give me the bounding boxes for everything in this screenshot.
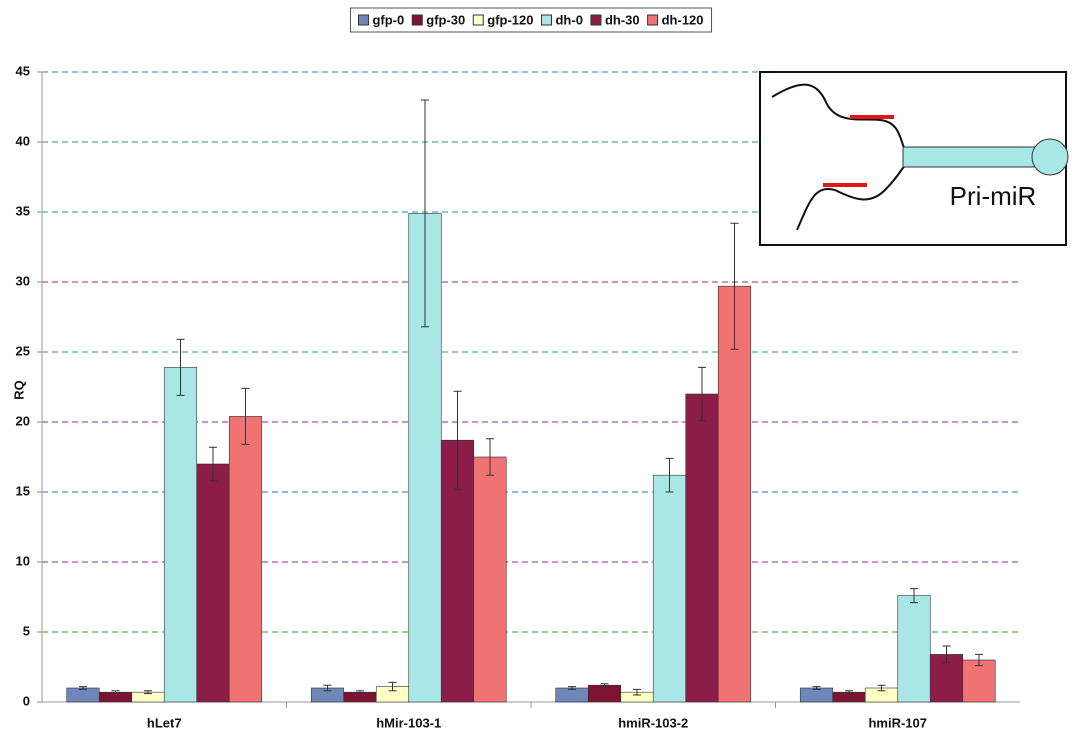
bar [963, 660, 996, 702]
inset: Pri-miR [760, 72, 1068, 245]
y-tick-label: 5 [23, 623, 30, 638]
bar [588, 685, 621, 702]
bar [474, 457, 507, 702]
y-tick-label: 10 [16, 553, 30, 568]
bar [164, 367, 197, 702]
legend-swatch [358, 15, 368, 25]
legend-swatch [648, 15, 658, 25]
bar [67, 688, 100, 702]
legend-label: dh-0 [555, 12, 582, 27]
annotation: Pri-miR [950, 181, 1037, 211]
bar [197, 464, 230, 702]
legend-swatch [473, 15, 483, 25]
stem [903, 147, 1043, 167]
bar [229, 416, 262, 702]
bar [800, 688, 833, 702]
legend: gfp-0 gfp-30 gfp-120 dh-0 dh-30 dh-120 [350, 8, 711, 32]
legend-swatch [591, 15, 601, 25]
y-tick-label: 40 [16, 133, 30, 148]
chart: RQ 0 5 10 15 20 25 30 35 40 45 Pri-miR hLet7 hMir-… [0, 0, 1072, 742]
y-axis-label: RQ [11, 380, 26, 400]
bar [556, 688, 589, 702]
legend-label: gfp-30 [426, 12, 465, 27]
loop [1032, 139, 1068, 175]
legend-label: dh-120 [662, 12, 704, 27]
y-tick-label: 30 [16, 273, 30, 288]
bar [686, 394, 719, 702]
y-tick-label: 35 [16, 203, 30, 218]
x-tick-label: hMir-103-1 [376, 715, 441, 730]
legend-swatch [541, 15, 551, 25]
y-tick-label: 0 [23, 693, 30, 708]
bar [898, 596, 931, 702]
y-tick-label: 15 [16, 483, 30, 498]
legend-label: dh-30 [605, 12, 640, 27]
x-tick-label: hLet7 [147, 715, 182, 730]
bar [653, 475, 686, 702]
y-tick-label: 25 [16, 343, 30, 358]
x-tick-label: hmiR-107 [868, 715, 927, 730]
y-tick-label: 45 [16, 63, 30, 78]
legend-label: gfp-0 [372, 12, 404, 27]
y-tick-label: 20 [16, 413, 30, 428]
x-tick-label: hmiR-103-2 [618, 715, 688, 730]
legend-swatch [412, 15, 422, 25]
legend-label: gfp-120 [487, 12, 533, 27]
